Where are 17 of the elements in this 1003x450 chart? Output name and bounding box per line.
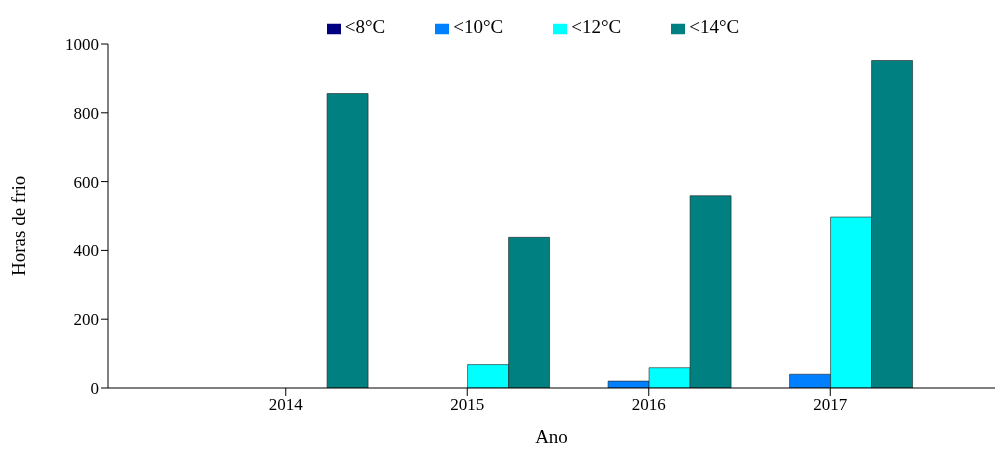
y-tick-label: 200 (73, 310, 99, 330)
y-tick-label: 600 (73, 172, 99, 192)
x-axis-title: Ano (535, 426, 568, 448)
legend-label: <12°C (571, 16, 622, 37)
x-tick-label: 2014 (268, 395, 304, 415)
legend-label: <10°C (453, 16, 504, 37)
y-tick-label: 0 (90, 379, 99, 399)
x-tick-label: 2015 (450, 395, 485, 415)
y-axis-title: Horas de frio (7, 175, 29, 276)
y-tick-label: 400 (73, 241, 99, 261)
legend-label: <14°C (689, 16, 740, 37)
bar (326, 93, 369, 388)
legend-label: <8°C (344, 16, 386, 37)
y-tick-label: 1000 (65, 35, 99, 55)
y-tick-label: 800 (73, 103, 99, 123)
x-tick-label: 2017 (813, 395, 848, 415)
x-tick-label: 2016 (631, 395, 666, 415)
